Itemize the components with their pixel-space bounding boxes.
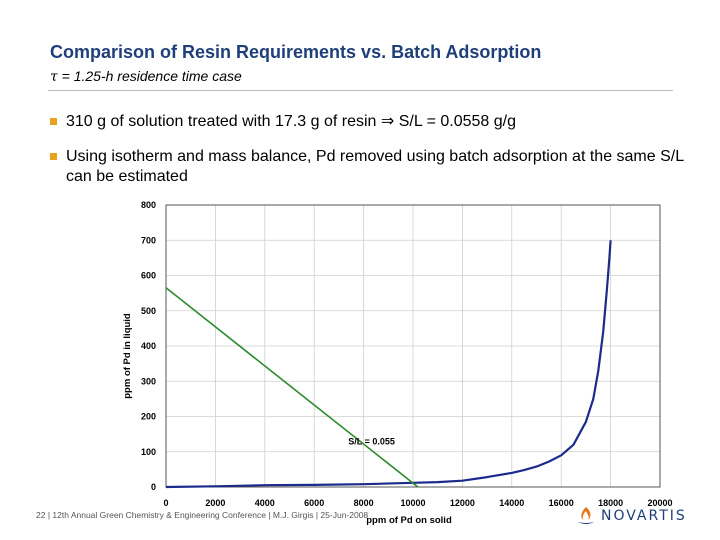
x-axis-label: ppm of Pd on solid [366,515,452,526]
y-tick-label: 100 [141,447,156,457]
x-tick-label: 16000 [549,498,574,508]
bullet-text: 310 g of solution treated with 17.3 g of… [66,113,516,130]
bullet-item: Using isotherm and mass balance, Pd remo… [50,147,690,187]
isotherm-series-line [165,240,612,489]
y-axis-label: ppm of Pd in liquid [122,313,133,399]
x-tick-label: 6000 [304,498,324,508]
x-tick-label: 20000 [647,498,672,508]
footer-text: 22 | 12th Annual Green Chemistry & Engin… [36,510,369,520]
title-divider [48,90,673,91]
y-tick-label: 800 [141,200,156,210]
y-tick-label: 300 [141,376,156,386]
x-tick-label: 10000 [400,498,425,508]
x-tick-label: 14000 [499,498,524,508]
sl-annotation-label: S/L = 0.055 [348,436,395,446]
y-tick-label: 400 [141,341,156,351]
x-tick-label: 18000 [598,498,623,508]
bullet-item: 310 g of solution treated with 17.3 g of… [50,112,690,132]
slide-subtitle: τ = 1.25-h residence time case [50,68,242,85]
y-tick-label: 500 [141,306,156,316]
novartis-flame-icon [578,507,594,524]
bullet-text: Using isotherm and mass balance, Pd remo… [66,148,684,185]
bullet-square-icon [50,118,57,125]
tau-symbol: τ [50,69,58,85]
y-tick-label: 0 [151,482,156,492]
bullet-square-icon [50,153,57,160]
y-tick-label: 200 [141,412,156,422]
logo-text: NOVARTIS [601,508,687,524]
operating-line-series [165,287,419,488]
x-tick-label: 8000 [354,498,374,508]
slide-title: Comparison of Resin Requirements vs. Bat… [50,42,542,62]
novartis-logo: NOVARTIS [575,504,687,528]
x-tick-label: 4000 [255,498,275,508]
x-tick-label: 12000 [450,498,475,508]
subtitle-text: = 1.25-h residence time case [57,68,242,84]
y-tick-label: 600 [141,271,156,281]
x-tick-label: 2000 [205,498,225,508]
y-tick-label: 700 [141,235,156,245]
plot-area-frame [165,204,661,488]
x-tick-label: 0 [163,498,168,508]
